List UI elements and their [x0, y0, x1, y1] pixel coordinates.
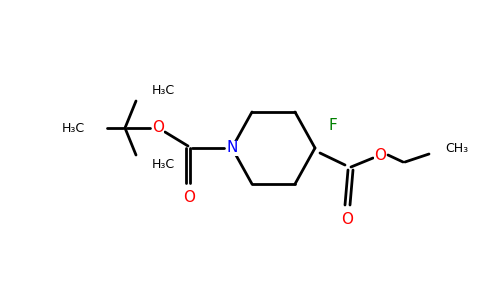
Text: H₃C: H₃C — [62, 122, 85, 134]
Text: O: O — [183, 190, 195, 205]
Text: F: F — [329, 118, 337, 134]
Text: O: O — [152, 121, 164, 136]
Text: O: O — [374, 148, 386, 163]
Text: O: O — [341, 212, 353, 226]
Text: CH₃: CH₃ — [445, 142, 468, 154]
Text: H₃C: H₃C — [152, 85, 175, 98]
Text: H₃C: H₃C — [152, 158, 175, 172]
Text: N: N — [227, 140, 238, 155]
